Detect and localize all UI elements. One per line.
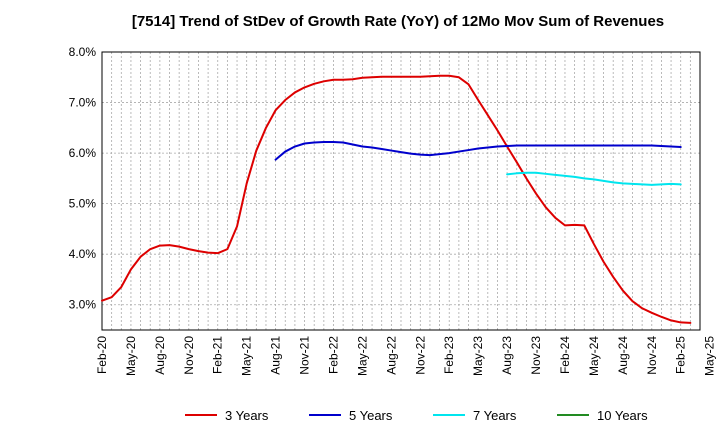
x-tick-label: Aug-22 [384, 336, 398, 375]
x-tick-label: Nov-20 [182, 336, 196, 375]
legend-label: 10 Years [597, 408, 648, 423]
y-tick-label: 3.0% [69, 298, 97, 312]
legend-label: 3 Years [225, 408, 269, 423]
y-axis-ticks: 3.0% 4.0% 5.0% 6.0% 7.0% 8.0% [69, 45, 97, 312]
plot-area [102, 52, 700, 330]
x-tick-label: May-24 [587, 336, 601, 376]
y-tick-label: 6.0% [69, 146, 97, 160]
x-tick-label: Feb-21 [211, 336, 225, 374]
x-tick-label: May-25 [703, 336, 717, 376]
x-axis-ticks: Feb-20 May-20 Aug-20 Nov-20 Feb-21 May-21 Aug-… [95, 336, 717, 376]
x-tick-label: Feb-25 [674, 336, 688, 374]
x-tick-label: Feb-23 [442, 336, 456, 374]
x-tick-label: Feb-24 [558, 336, 572, 374]
series-line-7-years [506, 171, 682, 186]
x-tick-label: Aug-24 [616, 336, 630, 375]
legend-label: 7 Years [473, 408, 517, 423]
series-line-5-years [274, 140, 682, 161]
x-tick-label: Aug-20 [153, 336, 167, 375]
x-tick-label: May-23 [471, 336, 485, 376]
x-tick-label: May-21 [240, 336, 254, 376]
chart-title: [7514] Trend of StDev of Growth Rate (Yo… [132, 13, 664, 30]
plot-border [101, 51, 701, 331]
x-tick-label: Nov-24 [645, 336, 659, 375]
x-tick-label: Feb-22 [326, 336, 340, 374]
x-tick-label: May-20 [124, 336, 138, 376]
y-tick-label: 7.0% [69, 96, 97, 110]
y-tick-label: 4.0% [69, 247, 97, 261]
x-tick-label: Feb-20 [95, 336, 109, 374]
x-tick-label: Nov-23 [529, 336, 543, 375]
y-tick-label: 5.0% [69, 197, 97, 211]
x-tick-label: May-22 [355, 336, 369, 376]
x-tick-label: Aug-21 [269, 336, 283, 375]
x-tick-label: Nov-22 [413, 336, 427, 375]
series-lines [101, 74, 692, 324]
y-tick-label: 8.0% [69, 45, 97, 59]
x-tick-label: Aug-23 [500, 336, 514, 375]
series-line-3-years [101, 74, 692, 324]
legend-label: 5 Years [349, 408, 393, 423]
legend: 3 Years 5 Years 7 Years 10 Years [185, 408, 648, 423]
x-tick-label: Nov-21 [298, 336, 312, 375]
